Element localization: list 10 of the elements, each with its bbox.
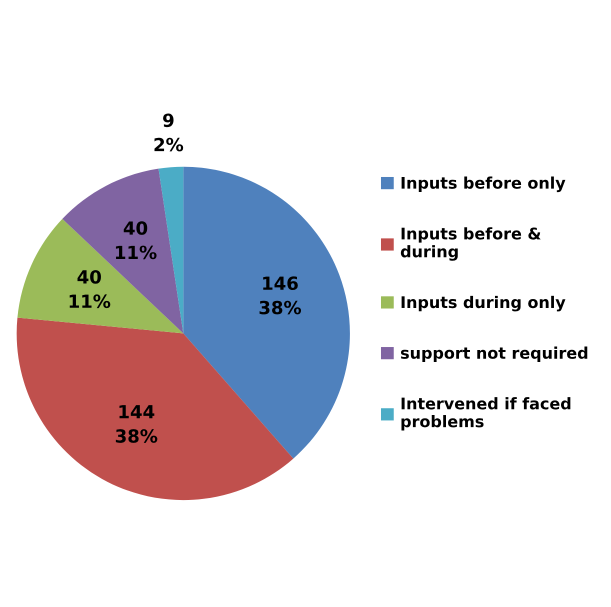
legend-label: Inputs during only: [402, 296, 566, 312]
data-label: 146 38%: [260, 276, 302, 314]
legend-label: Inputs before & during: [400, 227, 541, 261]
data-label: 40 11%: [116, 221, 157, 260]
data-label: 40 11%: [70, 270, 110, 308]
legend-label: Inputs before only: [402, 176, 566, 192]
data-label: 9 2%: [154, 113, 184, 152]
legend-label: Intervened if faced problems: [401, 397, 570, 430]
data-label: 144 38%: [116, 405, 158, 443]
legend-label: support not required: [400, 346, 588, 362]
